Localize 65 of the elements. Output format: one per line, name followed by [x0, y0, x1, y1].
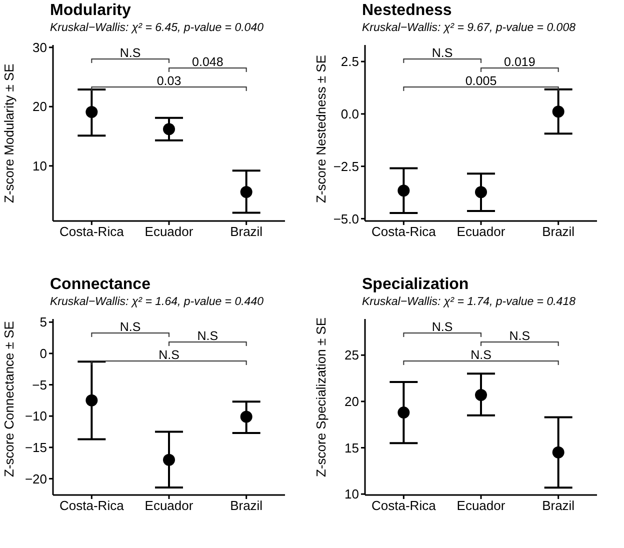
- chart-title: Connectance: [50, 276, 150, 294]
- y-tick-label: 0.0: [340, 106, 359, 122]
- annotation: N.S: [432, 46, 453, 60]
- y-tick-label: 20: [32, 99, 47, 114]
- y-tick-label: 30: [32, 40, 47, 55]
- y-axis-title: Z-score Connectance ± SE: [2, 320, 17, 477]
- annotation: N.S: [120, 320, 141, 334]
- y-tick-label: −15: [24, 440, 47, 456]
- x-tick-label: Costa-Rica: [60, 224, 125, 240]
- annotation: 0.048: [192, 55, 224, 69]
- annotation: N.S: [197, 329, 218, 343]
- x-tick-label: Ecuador: [144, 224, 194, 240]
- point: [163, 123, 175, 136]
- y-tick-label: 10: [32, 158, 47, 174]
- point: [552, 106, 564, 118]
- y-tick-label: −20: [24, 471, 47, 486]
- y-tick-label: −2.5: [333, 158, 359, 174]
- point: [398, 184, 410, 197]
- point: [552, 446, 564, 458]
- y-axis-title: Z-score Nestedness ± SE: [314, 54, 329, 203]
- point: [475, 186, 487, 198]
- y-tick-label: 5: [40, 314, 47, 330]
- x-tick-label: Ecuador: [456, 224, 506, 240]
- point: [240, 410, 252, 423]
- annotation: 0.005: [465, 74, 497, 88]
- x-tick-label: Costa-Rica: [372, 498, 437, 514]
- y-axis-title: Z-score Specialization ± SE: [314, 317, 329, 477]
- x-tick-label: Ecuador: [144, 498, 194, 514]
- chart-title: Nestedness: [362, 2, 452, 20]
- chart-title: Modularity: [50, 2, 131, 20]
- point: [86, 106, 98, 118]
- annotation: N.S: [158, 348, 180, 362]
- point: [240, 186, 252, 198]
- annotation: 0.03: [156, 74, 182, 88]
- annotation: 0.019: [504, 55, 536, 69]
- annotation: N.S: [432, 320, 453, 334]
- annotation: N.S: [470, 348, 492, 362]
- point: [475, 388, 487, 401]
- y-tick-label: 2.5: [340, 54, 359, 70]
- y-tick-label: 25: [344, 348, 359, 363]
- x-tick-label: Brazil: [230, 498, 263, 514]
- x-tick-label: Ecuador: [456, 498, 506, 514]
- point: [398, 406, 410, 419]
- x-tick-label: Costa-Rica: [60, 498, 125, 514]
- x-tick-label: Brazil: [542, 498, 575, 514]
- annotation: N.S: [120, 46, 141, 60]
- chart-subtitle: Kruskal−Wallis: χ² = 1.64, p-value = 0.440: [50, 296, 264, 308]
- annotation: N.S: [509, 329, 530, 343]
- y-tick-label: 20: [344, 394, 359, 410]
- y-tick-label: 10: [344, 486, 359, 502]
- x-tick-label: Costa-Rica: [372, 224, 437, 240]
- y-tick-label: −10: [24, 408, 47, 424]
- point: [86, 394, 98, 406]
- y-tick-label: 0: [40, 346, 47, 362]
- chart-subtitle: Kruskal−Wallis: χ² = 6.45, p-value = 0.040: [50, 22, 264, 34]
- chart-title: Specialization: [362, 276, 469, 294]
- point: [163, 454, 175, 466]
- y-axis-title: Z-score Modularity ± SE: [2, 63, 17, 203]
- x-tick-label: Brazil: [542, 224, 575, 240]
- y-tick-label: −5.0: [333, 211, 359, 226]
- chart-subtitle: Kruskal−Wallis: χ² = 9.67, p-value = 0.008: [362, 22, 576, 34]
- y-tick-label: 15: [344, 440, 359, 456]
- y-tick-label: −5: [32, 377, 47, 392]
- x-tick-label: Brazil: [230, 224, 263, 240]
- chart-subtitle: Kruskal−Wallis: χ² = 1.74, p-value = 0.418: [362, 296, 576, 308]
